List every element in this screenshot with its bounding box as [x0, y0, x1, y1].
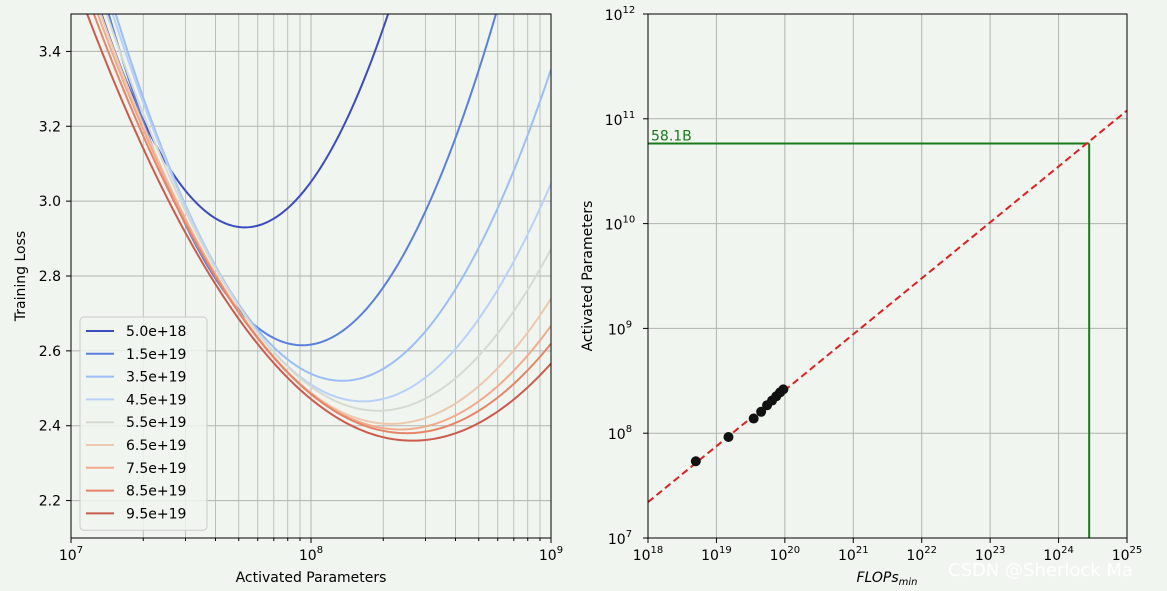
left-y-tick-label: 3.2	[39, 119, 61, 135]
left-y-tick-label: 2.2	[39, 494, 61, 510]
legend-label: 6.5e+19	[126, 438, 186, 454]
left-x-axis-label: Activated Parameters	[236, 570, 387, 586]
data-point	[748, 413, 759, 424]
left-y-tick-label: 2.6	[39, 344, 61, 360]
left-y-tick-label: 3.4	[39, 44, 61, 60]
right-ticks: 1018 1019 1020 1021 1022 1023 1024 1025 107 108 10…	[605, 5, 1143, 564]
left-curves	[86, 14, 551, 442]
right-x-tick-label: 1022	[906, 545, 937, 564]
data-point	[778, 384, 789, 395]
legend-label: 3.5e+19	[126, 370, 186, 386]
left-ticks: 107 108 109 2.2 2.4 2.6 2.8 3.0 3.2 3.4	[39, 44, 563, 564]
right-y-tick-label: 1011	[605, 110, 636, 129]
right-annotation-lines	[648, 142, 1091, 538]
right-y-tick-label: 107	[608, 529, 632, 548]
right-chart: 1018 1019 1020 1021 1022 1023 1024 1025 107 108 10…	[580, 5, 1142, 588]
right-x-tick-label: 1021	[838, 545, 869, 564]
data-point	[723, 432, 734, 442]
legend-label: 7.5e+19	[126, 461, 186, 477]
loss-curve-5.5e+19	[105, 14, 551, 412]
right-x-tick-label: 1018	[633, 545, 664, 564]
left-x-tick-label: 108	[299, 545, 323, 564]
left-y-tick-label: 2.8	[39, 269, 61, 285]
legend-label: 8.5e+19	[126, 484, 186, 500]
left-y-tick-label: 2.4	[39, 419, 61, 435]
right-x-tick-label: 1020	[770, 545, 801, 564]
watermark: CSDN @Sherlock Ma	[948, 560, 1133, 581]
right-x-tick-label: 1019	[701, 545, 732, 564]
loss-curve-9.5e+19	[86, 14, 551, 442]
legend-box	[79, 316, 208, 531]
right-x-axis-label: FLOPsmin	[856, 570, 917, 588]
data-point	[690, 456, 701, 467]
loss-curve-4.5e+19	[111, 14, 551, 403]
left-grid	[70, 14, 551, 538]
left-legend: 5.0e+18 1.5e+19 3.5e+19 4.5e+19 5.5e+19 6.5e+…	[79, 316, 208, 531]
left-chart: 107 108 109 2.2 2.4 2.6 2.8 3.0 3.2 3.4 5.0e+18 1.…	[13, 13, 563, 586]
right-points	[690, 384, 789, 467]
legend-label: 5.0e+18	[126, 324, 186, 340]
left-y-tick-label: 3.0	[39, 194, 61, 210]
loss-curve-5.0e+18	[100, 14, 390, 229]
loss-curve-3.5e+19	[114, 14, 551, 382]
right-y-axis-label: Activated Parameters	[580, 201, 596, 352]
right-x-tick-label: 1025	[1112, 545, 1143, 564]
right-y-tick-label: 1010	[605, 215, 636, 234]
legend-label: 9.5e+19	[126, 506, 186, 522]
right-x-tick-label: 1023	[975, 545, 1006, 564]
loss-curve-8.5e+19	[92, 14, 551, 435]
legend-label: 5.5e+19	[126, 415, 186, 431]
data-point	[756, 406, 767, 417]
right-x-tick-label: 1024	[1043, 545, 1074, 564]
left-x-tick-label: 109	[539, 545, 563, 564]
left-x-tick-label: 107	[59, 545, 83, 564]
right-y-tick-label: 1012	[605, 5, 636, 24]
legend-label: 1.5e+19	[126, 347, 186, 363]
right-y-tick-label: 109	[608, 319, 632, 338]
legend-label: 4.5e+19	[126, 392, 186, 408]
right-y-tick-label: 108	[608, 424, 632, 443]
annotation-label: 58.1B	[651, 129, 692, 145]
left-y-axis-label: Training Loss	[13, 231, 29, 322]
